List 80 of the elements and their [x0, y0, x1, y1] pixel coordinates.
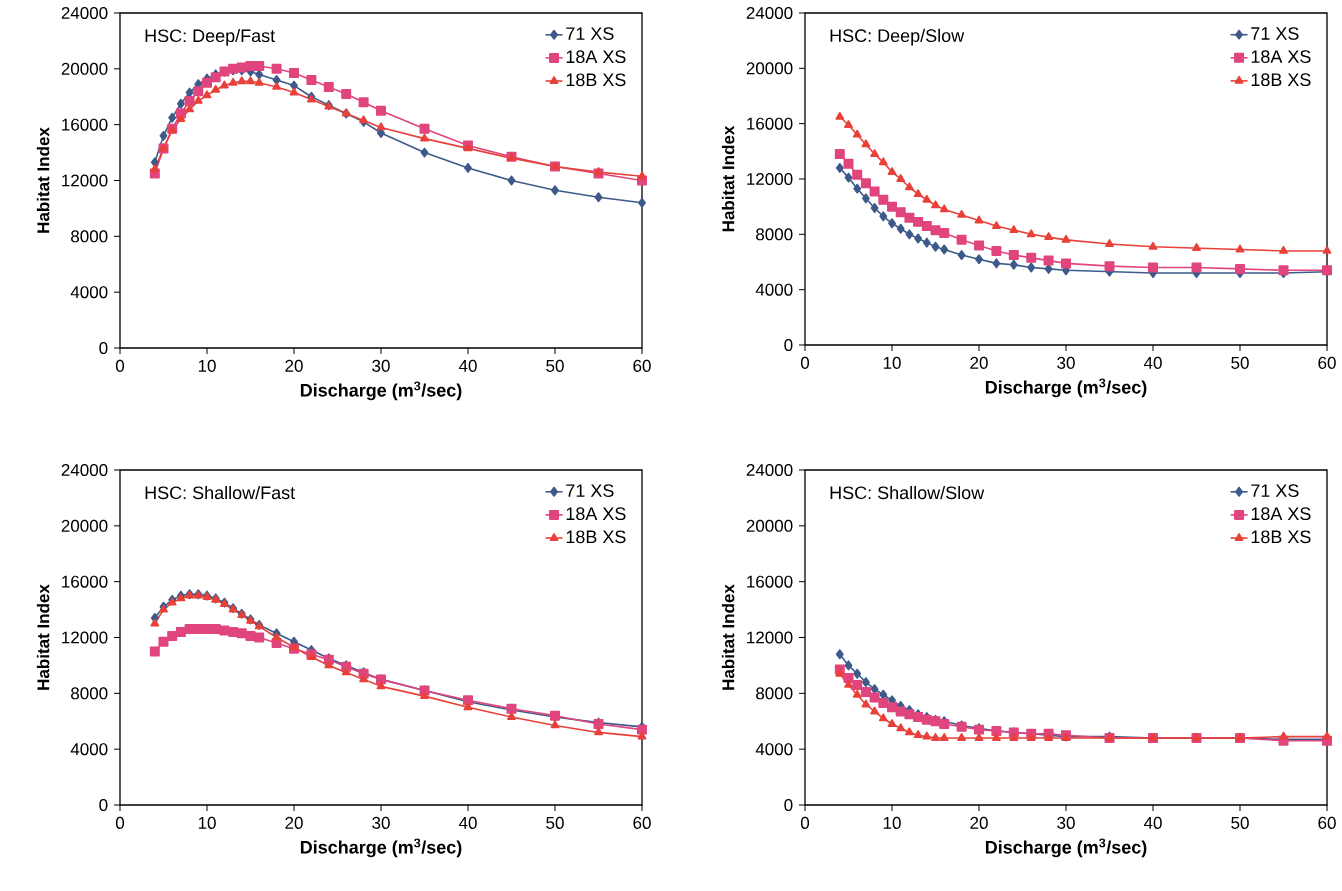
y-tick-label: 16000 [747, 575, 793, 588]
x-tick-label: 30 [372, 816, 390, 829]
legend-label: 18B XS [1251, 530, 1311, 544]
x-tick-label: 0 [800, 816, 810, 829]
text: HSC: Shallow/Slow [830, 485, 985, 500]
y-tick-label: 24000 [61, 463, 108, 477]
y-tick-label: 8000 [71, 687, 108, 700]
y-tick-label: 20000 [746, 62, 793, 75]
x-tick-label: 60 [633, 816, 651, 829]
y-tick-label: 0 [99, 798, 108, 812]
y-tick-label: 0 [99, 341, 108, 355]
legend-label: 71 XS [1251, 484, 1299, 497]
legend-label: 18A XS [566, 50, 626, 64]
y-tick-label: 12000 [62, 631, 108, 644]
y-tick-label: 4000 [70, 286, 108, 299]
y-tick-label: 20000 [746, 519, 793, 532]
y-tick-label: 12000 [62, 174, 108, 187]
y-axis-title: Habitat Index [36, 584, 50, 690]
y-tick-label: 8000 [71, 230, 108, 243]
y-tick-label: 12000 [747, 631, 793, 644]
text: HSC: Deep/Fast [145, 28, 276, 46]
x-tick-label: 10 [198, 359, 216, 372]
y-axis-title: Habitat Index [721, 584, 735, 690]
y-tick-label: 20000 [61, 62, 108, 75]
x-tick-label: 50 [1231, 816, 1249, 829]
y-tick-label: 16000 [747, 117, 793, 130]
y-tick-label: 12000 [747, 172, 793, 186]
y-axis-title: Habitat Index [721, 125, 735, 232]
x-tick-label: 20 [970, 816, 988, 829]
y-tick-label: 16000 [62, 118, 108, 131]
x-tick-label: 10 [883, 816, 901, 829]
y-tick-label: 0 [784, 338, 793, 352]
x-tick-label: 0 [800, 356, 810, 369]
y-tick-label: 16000 [62, 575, 108, 588]
y-tick-label: 20000 [61, 519, 108, 532]
legend-label: 18B XS [1251, 73, 1311, 87]
x-tick-label: 60 [1318, 356, 1336, 369]
legend-label: 18A XS [1251, 50, 1311, 63]
x-tick-label: 10 [883, 356, 901, 369]
x-tick-label: 0 [115, 816, 125, 829]
y-tick-label: 24000 [61, 6, 108, 20]
x-tick-label: 20 [285, 816, 303, 829]
text: HSC: Deep/Slow [830, 28, 965, 46]
legend-label: 18A XS [1251, 507, 1311, 521]
x-tick-label: 60 [1318, 816, 1336, 829]
x-tick-label: 30 [1057, 356, 1075, 369]
legend-label: 18B XS [566, 530, 626, 544]
legend-label: 71 XS [566, 27, 614, 40]
y-tick-label: 24000 [746, 6, 793, 20]
legend-label: 71 XS [1251, 27, 1299, 40]
y-axis-title: Habitat Index [36, 127, 50, 233]
x-tick-label: 30 [372, 359, 390, 372]
y-tick-label: 24000 [746, 463, 793, 477]
y-tick-label: 8000 [756, 687, 793, 700]
x-tick-label: 20 [285, 359, 303, 372]
x-tick-label: 30 [1057, 816, 1075, 829]
x-axis-title: Discharge (m$^{3}$/sec) [985, 378, 1147, 398]
x-axis-title: Discharge (m$^{3}$/sec) [985, 838, 1147, 858]
x-axis-title: Discharge (m$^{3}$/sec) [300, 838, 462, 858]
x-tick-label: 0 [115, 359, 125, 372]
x-tick-label: 40 [458, 359, 477, 372]
x-tick-label: 20 [970, 356, 988, 369]
y-tick-label: 4000 [70, 743, 108, 756]
x-tick-label: 50 [546, 359, 564, 372]
x-tick-label: 60 [633, 359, 651, 372]
x-tick-label: 40 [1143, 356, 1162, 369]
y-tick-label: 0 [784, 798, 793, 812]
legend-label: 71 XS [566, 484, 614, 497]
x-axis-title: Discharge (m$^{3}$/sec) [300, 381, 462, 401]
x-tick-label: 50 [546, 816, 564, 829]
y-tick-label: 4000 [755, 743, 793, 756]
x-tick-label: 50 [1231, 356, 1249, 369]
y-tick-label: 4000 [755, 283, 793, 296]
legend-label: 18A XS [566, 507, 626, 521]
x-tick-label: 40 [458, 816, 477, 829]
legend-label: 18B XS [566, 73, 626, 87]
x-tick-label: 10 [198, 816, 216, 829]
x-tick-label: 40 [1143, 816, 1162, 829]
y-tick-label: 8000 [756, 228, 793, 241]
text: HSC: Shallow/Fast [145, 485, 296, 500]
